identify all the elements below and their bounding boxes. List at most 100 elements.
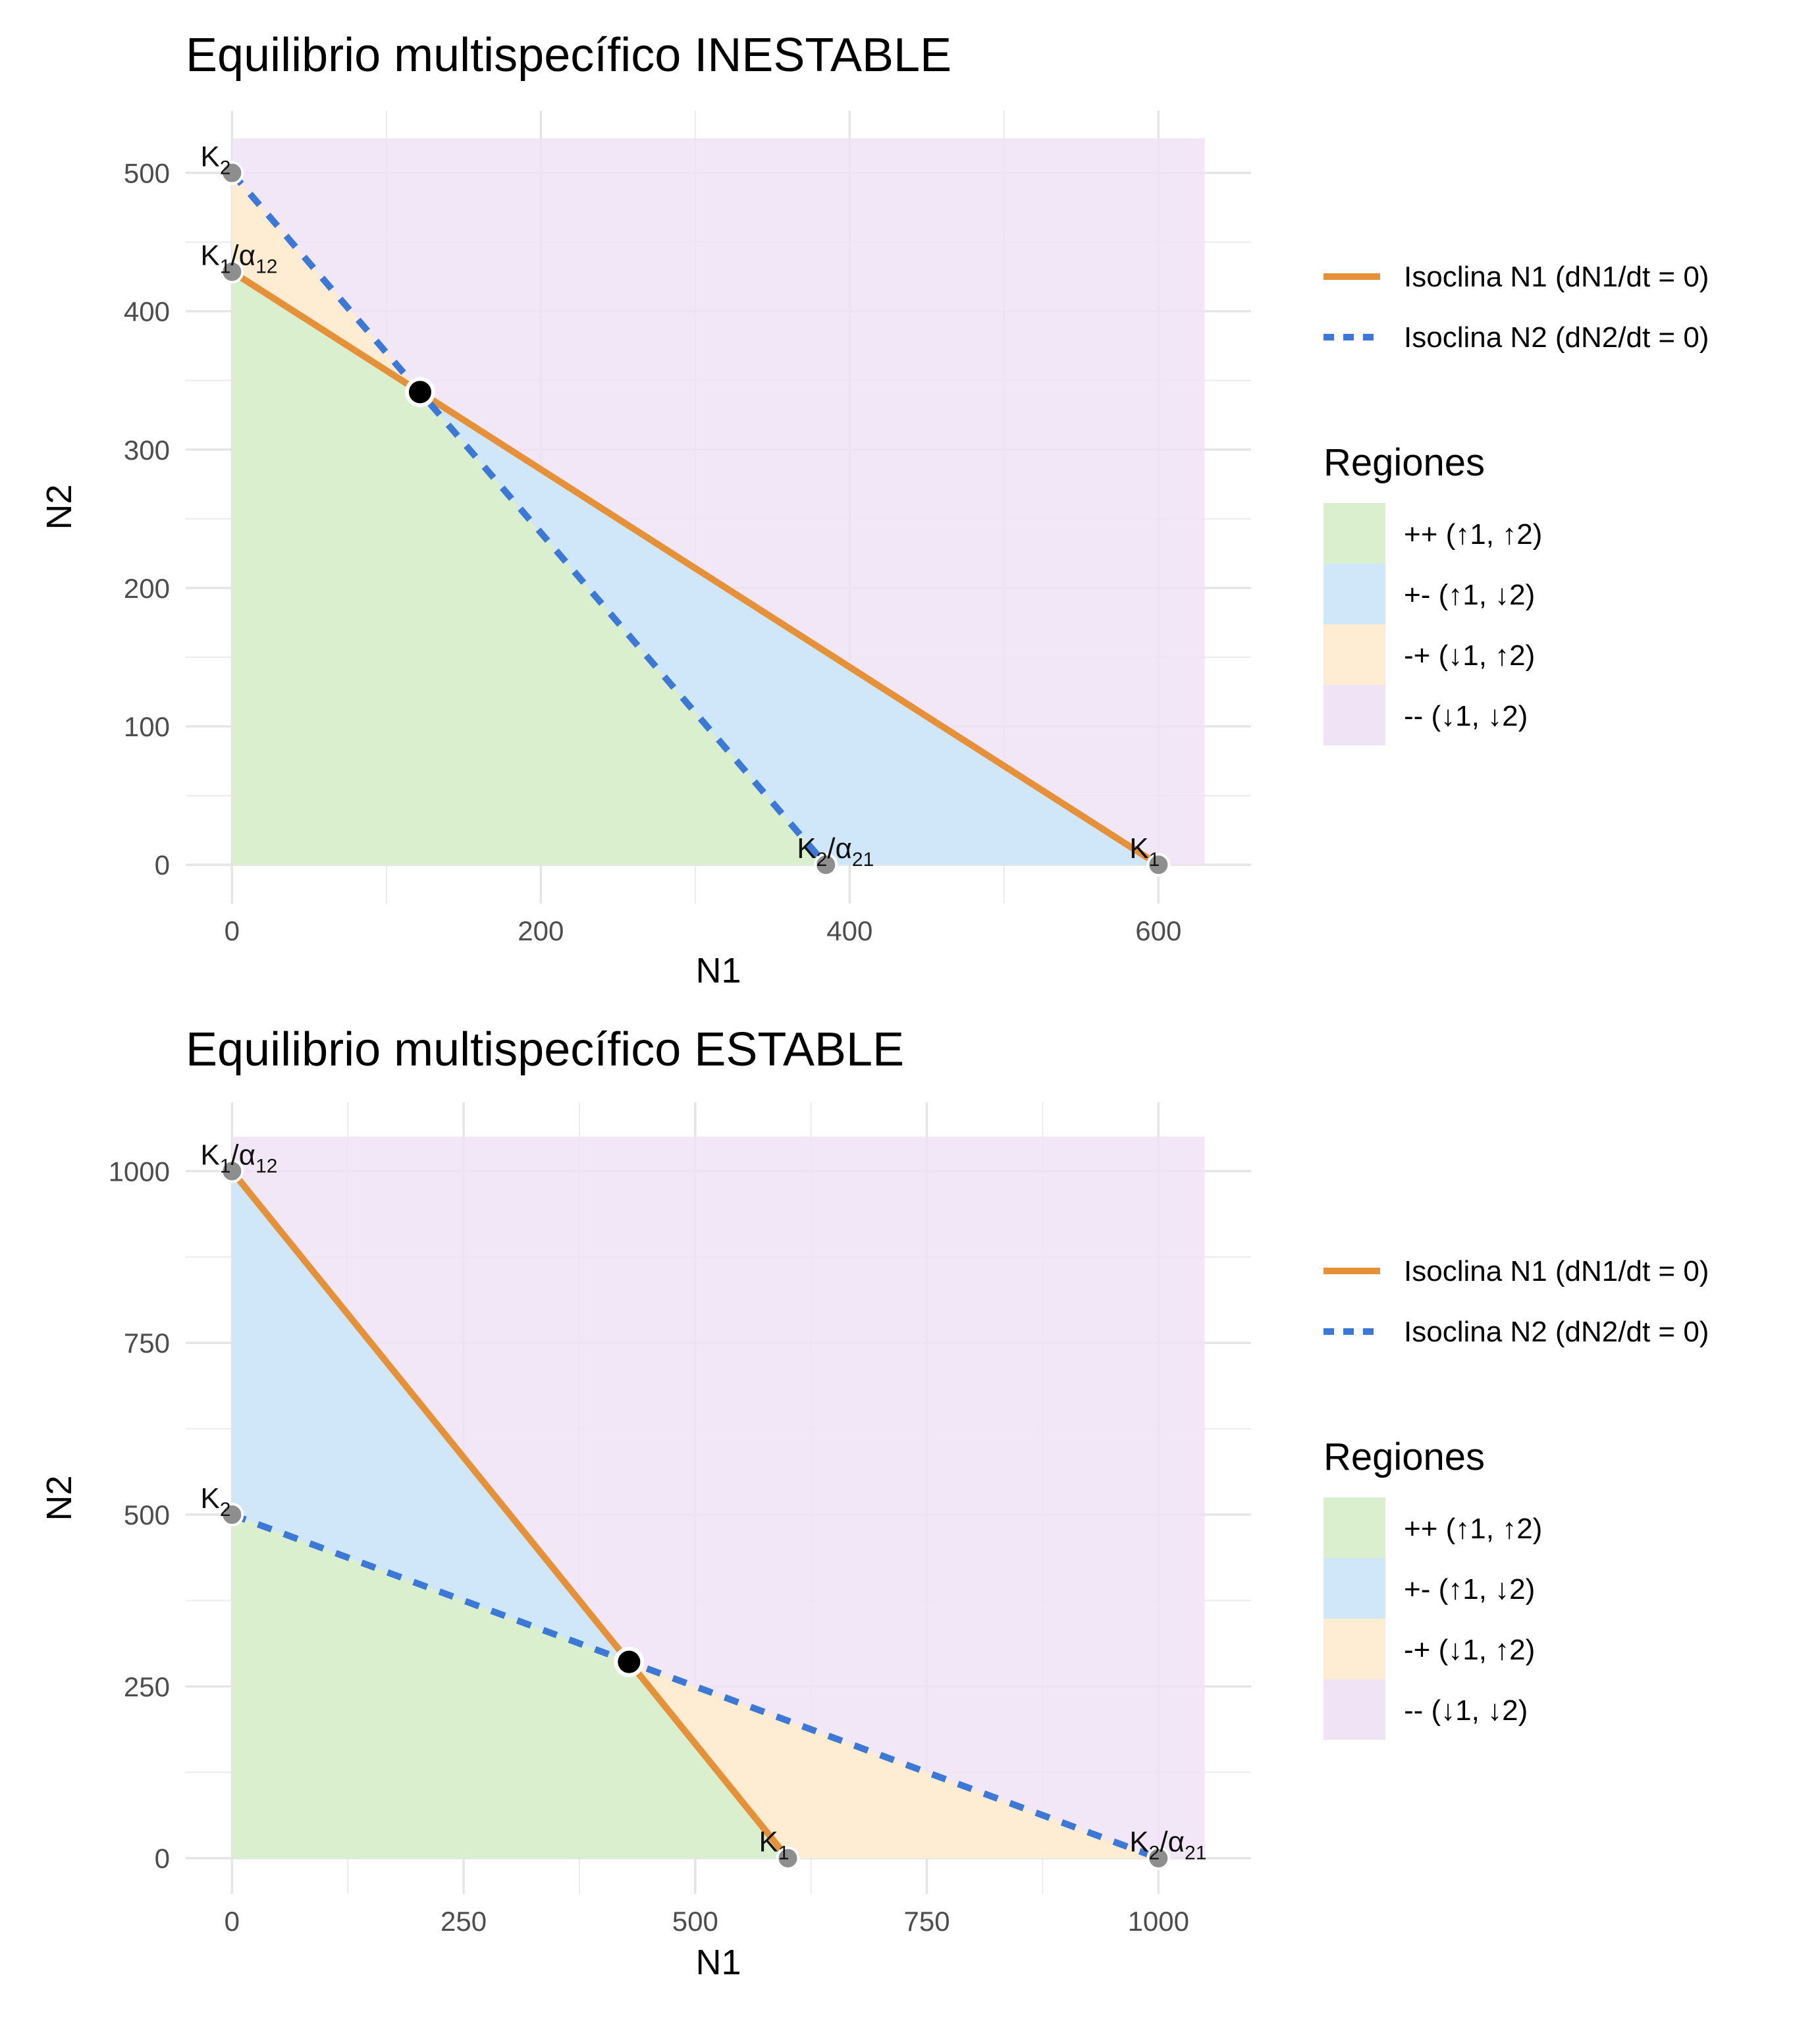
y-tick-label: 250 [124, 1671, 170, 1702]
point-label-base: K [797, 832, 816, 865]
point-label-base: K [200, 1482, 219, 1515]
y-tick-label: 1000 [109, 1156, 170, 1187]
y-tick-label: 400 [124, 296, 170, 327]
point-label-sub: 2 [220, 1499, 231, 1521]
equilibrium-point [614, 1646, 645, 1677]
legend-title: Regiones [1324, 441, 1485, 484]
legend-label: -- (↓1, ↓2) [1404, 1694, 1528, 1727]
carrying-capacity-point [1146, 1846, 1171, 1870]
legend-swatch [1324, 1679, 1385, 1740]
isocline-n2 [229, 171, 829, 867]
point-label-tail-sub: 21 [1185, 1843, 1206, 1864]
x-axis-label: N1 [695, 951, 741, 990]
point-label-base: K [1129, 1826, 1148, 1858]
legend-label: ++ (↑1, ↑2) [1404, 1513, 1542, 1545]
legend-label: Isoclina N1 (dN1/dt = 0) [1404, 1255, 1709, 1287]
carrying-capacity-point [220, 1159, 244, 1183]
carrying-capacity-point [220, 1503, 244, 1527]
legend-swatch [1324, 1558, 1385, 1619]
x-axis-label: N1 [695, 1943, 741, 1982]
point-label-sub: 2 [220, 157, 231, 179]
y-axis-label: N2 [40, 1475, 79, 1521]
point-label: K2 [200, 141, 230, 179]
x-tick-label: 200 [518, 915, 564, 946]
carrying-capacity-point [220, 161, 244, 185]
point-label-base: K [200, 141, 219, 173]
x-tick-label: 750 [904, 1906, 950, 1937]
point-label: K1 [1129, 832, 1160, 871]
point-label: K1/α12 [200, 1139, 277, 1177]
legend-swatch [1324, 1619, 1385, 1679]
x-tick-label: 0 [225, 1906, 240, 1937]
legend: Isoclina N1 (dN1/dt = 0) Isoclina N2 (dN2… [1324, 1255, 1709, 1740]
legend-label: Isoclina N1 (dN1/dt = 0) [1404, 261, 1709, 293]
legend-label: -+ (↓1, ↑2) [1404, 1634, 1535, 1666]
equilibrium-point [404, 377, 435, 408]
x-tick-label: 250 [441, 1906, 487, 1937]
carrying-capacity-point [1146, 853, 1171, 877]
legend-label: +- (↑1, ↓2) [1404, 579, 1535, 611]
point-label-tail: /α [827, 832, 852, 865]
point-label: K1/α12 [200, 240, 277, 278]
x-tick-label: 0 [225, 915, 240, 946]
legend-label: Isoclina N2 (dN2/dt = 0) [1404, 321, 1709, 354]
y-tick-label: 500 [124, 1499, 170, 1530]
point-label-sub: 1 [1149, 849, 1160, 871]
point-label-base: K [200, 1139, 219, 1171]
point-label-sub: 1 [778, 1843, 790, 1864]
point-label-tail-sub: 12 [255, 1155, 277, 1177]
y-tick-label: 500 [124, 158, 170, 189]
point-label-sub: 1 [220, 256, 231, 278]
point-label: K2 [200, 1482, 230, 1521]
legend-swatch [1324, 564, 1385, 624]
point-label: K2/α21 [1129, 1826, 1206, 1864]
carrying-capacity-point [776, 1846, 800, 1870]
point-label-sub: 2 [1149, 1843, 1160, 1864]
legend-swatch [1324, 685, 1385, 745]
point-label-sub: 1 [220, 1155, 231, 1177]
legend-label: Isoclina N2 (dN2/dt = 0) [1404, 1316, 1709, 1348]
chart-title: Equilibrio multispecífico INESTABLE [186, 29, 951, 82]
region-plus-plus [232, 1515, 788, 1858]
point-label-tail: /α [1160, 1826, 1185, 1858]
x-tick-label: 1000 [1128, 1906, 1189, 1937]
point-label-tail: /α [230, 1139, 255, 1171]
point-label: K1 [759, 1826, 790, 1864]
x-tick-label: 400 [826, 915, 872, 946]
legend: Isoclina N1 (dN1/dt = 0) Isoclina N2 (dN2… [1324, 261, 1709, 745]
isocline-n1 [229, 1169, 791, 1860]
isocline-n1 [230, 269, 1160, 868]
region-plus-plus [232, 271, 826, 865]
point-label-sub: 2 [816, 849, 828, 871]
legend-swatch [1324, 624, 1385, 685]
point-label-tail-sub: 12 [255, 256, 277, 278]
point-label-tail-sub: 21 [852, 849, 874, 871]
legend-label: -+ (↓1, ↑2) [1404, 639, 1535, 672]
legend-swatch [1324, 503, 1385, 564]
legend-label: +- (↑1, ↓2) [1404, 1573, 1535, 1605]
point-label-base: K [1129, 832, 1148, 865]
y-tick-label: 300 [124, 435, 170, 466]
carrying-capacity-point [220, 259, 244, 284]
point-label: K2/α21 [797, 832, 874, 871]
legend-label: ++ (↑1, ↑2) [1404, 518, 1542, 551]
y-axis-label: N2 [40, 484, 79, 529]
point-label-base: K [200, 240, 219, 272]
point-label-base: K [759, 1826, 778, 1858]
point-label-tail: /α [230, 240, 255, 272]
legend-title: Regiones [1324, 1436, 1485, 1478]
chart-title: Equilibrio multispecífico ESTABLE [186, 1023, 904, 1076]
legend-label: -- (↓1, ↓2) [1404, 700, 1528, 732]
y-tick-label: 750 [124, 1328, 170, 1359]
carrying-capacity-point [814, 853, 838, 877]
x-tick-label: 500 [672, 1906, 718, 1937]
y-tick-label: 0 [155, 850, 170, 880]
legend-swatch [1324, 1497, 1385, 1558]
x-tick-label: 600 [1135, 915, 1181, 946]
y-tick-label: 100 [124, 711, 170, 742]
y-tick-label: 200 [124, 573, 170, 604]
y-tick-label: 0 [155, 1843, 170, 1874]
